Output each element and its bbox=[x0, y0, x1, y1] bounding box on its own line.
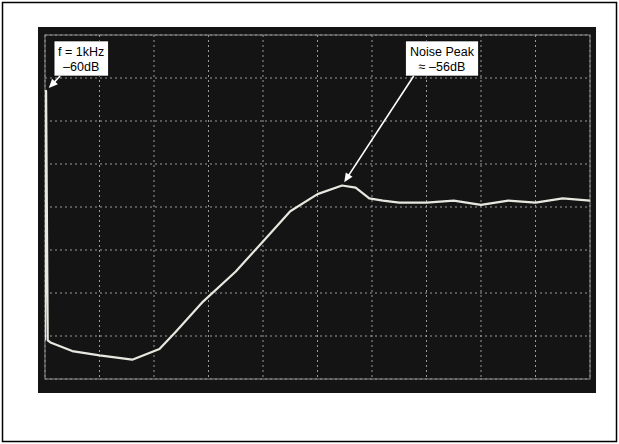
grid-line bbox=[45, 250, 590, 251]
grid bbox=[45, 35, 590, 379]
figure: f = 1kHz–60dB Noise Peak≈ –56dB bbox=[0, 0, 619, 444]
annotation-arrowhead bbox=[49, 79, 58, 88]
annotation-box bbox=[54, 41, 108, 76]
annotation-text: Noise Peak bbox=[410, 45, 475, 59]
grid-line bbox=[208, 35, 209, 379]
annotation-text: f = 1kHz bbox=[58, 45, 104, 59]
annotation-arrow bbox=[348, 76, 414, 177]
grid-line bbox=[45, 78, 590, 79]
grid-line bbox=[45, 121, 590, 122]
grid-line bbox=[154, 35, 155, 379]
trace bbox=[45, 91, 590, 360]
annotation-box bbox=[406, 41, 479, 76]
grid-line bbox=[45, 293, 590, 294]
grid-line bbox=[45, 207, 590, 208]
annotation-text: ≈ –56dB bbox=[419, 60, 465, 74]
plot-frame bbox=[45, 35, 590, 379]
grid-line bbox=[45, 164, 590, 165]
grid-line bbox=[263, 35, 264, 379]
frame bbox=[3, 3, 617, 442]
grid-line bbox=[45, 336, 590, 337]
trace-group bbox=[45, 91, 590, 360]
annotations: f = 1kHz–60dB Noise Peak≈ –56dB bbox=[49, 41, 479, 182]
grid-line bbox=[99, 35, 100, 379]
screen bbox=[38, 27, 596, 393]
annotation-text: –60dB bbox=[63, 60, 99, 74]
annotation-arrowhead bbox=[344, 172, 352, 182]
grid-line bbox=[317, 35, 318, 379]
